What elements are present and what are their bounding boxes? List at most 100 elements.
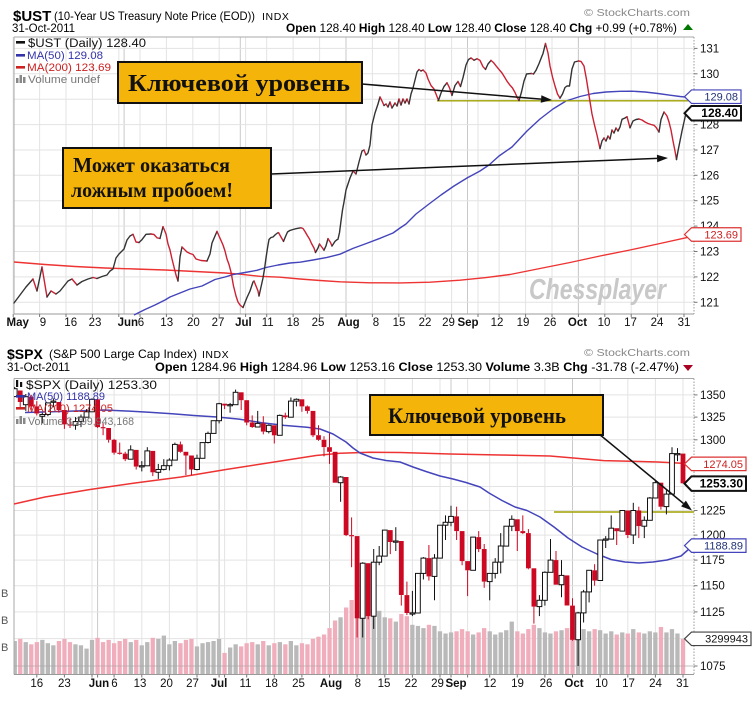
svg-text:Ключевой уровень: Ключевой уровень [128,71,350,97]
svg-text:18: 18 [265,678,278,690]
svg-text:ложным пробоем!: ложным пробоем! [71,178,233,202]
svg-text:B: B [1,642,8,654]
svg-text:Sep: Sep [445,678,466,690]
svg-text:15: 15 [378,678,391,690]
svg-text:123.69: 123.69 [704,229,738,241]
svg-text:24: 24 [651,317,664,329]
svg-text:MA(50) 129.08: MA(50) 129.08 [27,50,103,62]
svg-text:25: 25 [312,317,325,329]
svg-text:22: 22 [419,317,432,329]
svg-text:18: 18 [287,317,300,329]
svg-text:128.40: 128.40 [701,106,738,120]
svg-text:Open 1284.96 High 1284.96 Low: Open 1284.96 High 1284.96 Low 1253.16 Cl… [155,362,679,374]
svg-text:22: 22 [405,678,418,690]
svg-text:1325: 1325 [700,412,726,424]
svg-text:8: 8 [373,317,379,329]
svg-text:1300: 1300 [700,435,726,447]
svg-text:Aug: Aug [320,678,342,690]
svg-text:20: 20 [187,317,200,329]
svg-text:INDX: INDX [262,11,290,23]
svg-text:B: B [1,588,8,600]
svg-text:Volume undef: Volume undef [28,74,101,86]
svg-text:128: 128 [700,120,719,132]
svg-text:1150: 1150 [700,581,725,593]
svg-text:19: 19 [511,678,524,690]
svg-text:6: 6 [138,317,144,329]
svg-text:May: May [7,317,30,329]
svg-text:B: B [1,615,8,627]
svg-text:27: 27 [186,678,199,690]
svg-text:19: 19 [517,317,530,329]
svg-text:31-Oct-2011: 31-Oct-2011 [7,362,70,374]
svg-text:1253.30: 1253.30 [700,477,744,491]
svg-text:(10-Year US Treasury Note Pric: (10-Year US Treasury Note Price (EOD)) [54,9,255,23]
svg-text:31-Oct-2011: 31-Oct-2011 [12,23,75,35]
svg-text:Aug: Aug [337,317,359,329]
svg-text:1188.89: 1188.89 [704,541,743,553]
svg-text:24: 24 [649,678,662,690]
svg-text:17: 17 [624,317,637,329]
svg-text:$UST: $UST [13,8,51,25]
svg-text:MA(200) 1274.05: MA(200) 1274.05 [27,403,113,415]
svg-text:31: 31 [678,317,691,329]
svg-text:26: 26 [540,678,553,690]
svg-text:Sep: Sep [457,317,478,329]
svg-text:12: 12 [484,678,497,690]
svg-text:129.08: 129.08 [704,92,738,104]
svg-text:Может оказаться: Может оказаться [73,153,230,177]
svg-text:29: 29 [431,678,444,690]
svg-text:26: 26 [544,317,557,329]
svg-text:1075: 1075 [700,661,726,673]
svg-text:17: 17 [622,678,635,690]
svg-text:20: 20 [160,678,173,690]
svg-text:123: 123 [700,247,719,259]
svg-text:© StockCharts.com: © StockCharts.com [584,347,690,359]
svg-text:29: 29 [442,317,455,329]
svg-text:130: 130 [700,69,719,81]
svg-text:1350: 1350 [700,390,726,402]
svg-text:MA(50) 1188.89: MA(50) 1188.89 [27,391,105,403]
svg-text:25: 25 [292,678,305,690]
svg-text:31: 31 [676,678,689,690]
svg-text:122: 122 [700,272,719,284]
svg-text:$UST (Daily) 128.40: $UST (Daily) 128.40 [28,38,146,50]
svg-text:23: 23 [58,678,71,690]
svg-text:12: 12 [491,317,504,329]
svg-text:13: 13 [160,317,173,329]
svg-text:125: 125 [700,196,719,208]
svg-text:131: 131 [700,43,719,55]
svg-text:16: 16 [30,678,43,690]
svg-text:1175: 1175 [700,555,725,567]
svg-text:Oct: Oct [564,678,583,690]
svg-text:1274.05: 1274.05 [703,459,743,471]
svg-text:© StockCharts.com: © StockCharts.com [584,7,690,19]
svg-text:$SPX: $SPX [7,346,43,362]
svg-text:16: 16 [64,317,77,329]
svg-text:1225: 1225 [700,506,726,518]
svg-text:Jul: Jul [211,678,228,690]
svg-text:Open 128.40 High 128.40 Low 12: Open 128.40 High 128.40 Low 128.40 Close… [286,23,677,35]
svg-text:11: 11 [262,317,274,329]
svg-text:3299943: 3299943 [705,634,748,646]
svg-text:Chessplayer: Chessplayer [529,274,667,306]
svg-text:127: 127 [700,145,719,157]
svg-text:27: 27 [212,317,225,329]
svg-text:6: 6 [111,678,117,690]
svg-text:INDX: INDX [202,349,229,361]
svg-text:11: 11 [240,678,252,690]
svg-text:Jun: Jun [89,678,109,690]
svg-text:Jun: Jun [118,317,138,329]
svg-text:Ключевой уровень: Ключевой уровень [388,403,566,428]
svg-text:$SPX (Daily) 1253.30: $SPX (Daily) 1253.30 [26,380,157,392]
svg-text:1125: 1125 [700,607,725,619]
svg-text:10: 10 [598,317,611,329]
svg-text:Oct: Oct [568,317,587,329]
svg-text:MA(200) 123.69: MA(200) 123.69 [27,62,111,74]
svg-text:15: 15 [393,317,406,329]
svg-text:Volume 3,299,943,168: Volume 3,299,943,168 [28,416,134,428]
svg-text:8: 8 [355,678,361,690]
svg-text:10: 10 [595,678,608,690]
svg-text:121: 121 [700,297,719,309]
svg-text:9: 9 [40,317,46,329]
svg-text:(S&P 500 Large Cap Index): (S&P 500 Large Cap Index) [49,347,197,361]
